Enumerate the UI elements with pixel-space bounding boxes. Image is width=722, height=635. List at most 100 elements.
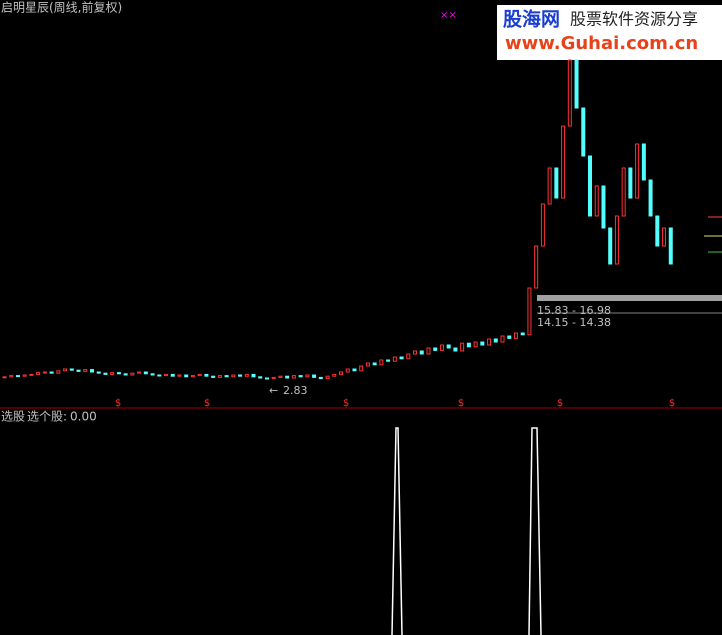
candle	[433, 347, 438, 351]
candle	[601, 185, 606, 229]
candle	[594, 185, 599, 217]
candle	[264, 377, 269, 380]
candle	[386, 359, 391, 362]
signal-spike	[528, 427, 542, 635]
indicator-value: 0.00	[70, 410, 97, 424]
signal-marker: $	[669, 398, 675, 409]
candle	[621, 167, 626, 217]
candle	[419, 350, 424, 355]
candle	[63, 368, 68, 372]
candle	[170, 373, 175, 377]
chart-title: 启明星辰(周线,前复权)	[1, 0, 122, 15]
candle	[439, 344, 444, 351]
candle	[527, 287, 532, 336]
candle	[500, 335, 505, 343]
candle	[581, 107, 586, 157]
candle	[466, 342, 471, 348]
candle	[29, 373, 34, 376]
candle	[22, 374, 27, 377]
watermark-slogan: 股票软件资源分享	[570, 10, 698, 29]
signal-marker: $	[204, 398, 210, 409]
range-label: 15.83 - 16.98	[537, 304, 611, 317]
candle	[406, 353, 411, 360]
candle	[392, 356, 397, 362]
candle	[668, 227, 673, 265]
candle	[567, 59, 572, 127]
candle	[224, 375, 229, 378]
candle	[177, 374, 182, 377]
candle	[251, 373, 256, 378]
candle	[116, 372, 121, 375]
candle	[291, 375, 296, 379]
candle	[379, 359, 384, 366]
candle	[83, 369, 88, 372]
low-label: 2.83	[283, 384, 308, 397]
candle	[345, 368, 350, 373]
candle	[399, 356, 404, 360]
watermark-url: www.Guhai.com.cn	[505, 33, 698, 54]
candle	[184, 374, 189, 378]
signal-marker: $	[343, 398, 349, 409]
candle	[473, 341, 478, 348]
candle	[332, 373, 337, 377]
indicator-label: 选个股:	[27, 410, 67, 424]
candle	[238, 374, 243, 377]
candle	[137, 371, 142, 374]
candle	[49, 371, 54, 374]
candle	[359, 365, 364, 372]
candle	[190, 375, 195, 378]
marker: ××	[440, 10, 457, 21]
candle	[157, 374, 162, 377]
candle	[217, 375, 222, 378]
candle	[231, 374, 236, 378]
candle	[453, 347, 458, 352]
candle	[150, 373, 155, 376]
candle	[298, 375, 303, 378]
candle	[547, 167, 552, 205]
candle	[460, 342, 465, 352]
watermark: 股海网 股票软件资源分享 www.Guhai.com.cn	[497, 5, 722, 60]
indicator-name: 选股	[1, 410, 25, 424]
candle	[271, 376, 276, 380]
candle	[520, 332, 525, 336]
candle	[588, 155, 593, 217]
candle	[56, 370, 61, 374]
candle	[507, 335, 512, 339]
candle	[110, 372, 115, 375]
candle	[312, 374, 317, 378]
candle	[2, 376, 7, 379]
range-label: 14.15 - 14.38	[537, 316, 611, 329]
candle	[426, 347, 431, 355]
candle	[628, 167, 633, 199]
candle	[325, 375, 330, 380]
candle	[540, 203, 545, 247]
candle	[372, 362, 377, 366]
candle	[244, 373, 249, 377]
watermark-brand: 股海网	[503, 8, 560, 31]
candle	[493, 338, 498, 343]
candle	[130, 372, 135, 376]
candle	[285, 375, 290, 379]
candle	[648, 179, 653, 217]
candle	[211, 375, 216, 378]
signal-marker: $	[458, 398, 464, 409]
candles	[2, 59, 673, 380]
candle	[513, 332, 518, 339]
candle	[446, 344, 451, 349]
candle	[69, 368, 74, 371]
candle	[96, 371, 101, 374]
candle	[76, 369, 81, 372]
candle	[534, 245, 539, 289]
candle	[480, 341, 485, 346]
candle	[574, 59, 579, 109]
candle	[42, 371, 47, 374]
candle	[318, 376, 323, 380]
candle	[561, 125, 566, 199]
candle	[89, 369, 94, 373]
candle	[614, 215, 619, 265]
candle	[15, 375, 20, 378]
signal-spike	[391, 427, 403, 635]
candle	[413, 350, 418, 355]
